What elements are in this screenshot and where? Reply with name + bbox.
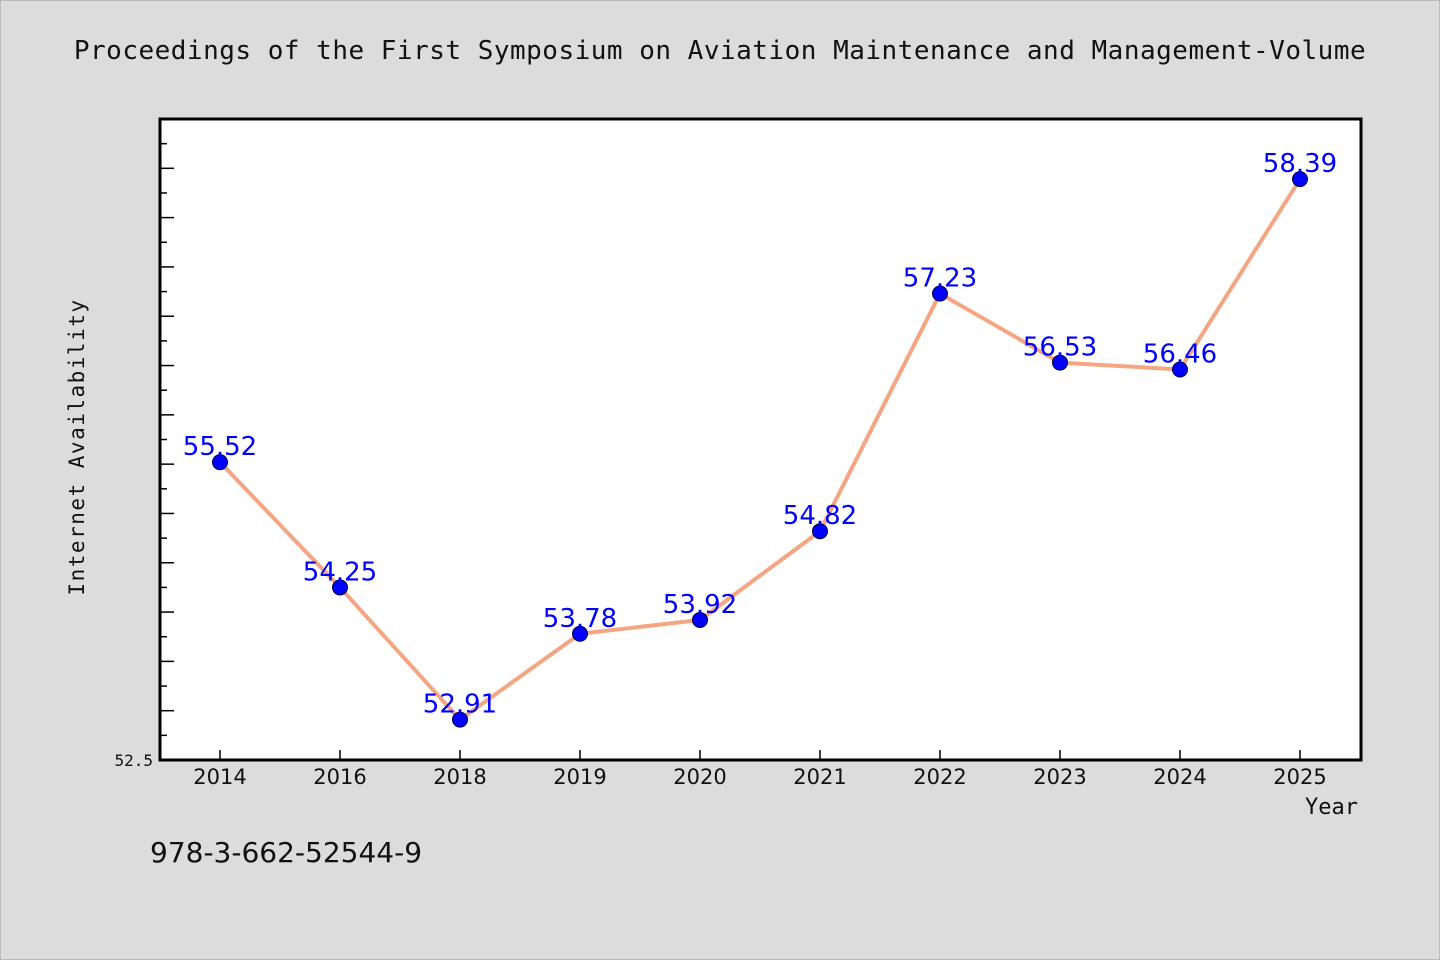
x-tick-label: 2020 [673, 765, 726, 789]
x-axis-label: Year [1305, 795, 1358, 820]
x-tick-label: 2016 [313, 765, 366, 789]
x-axis-ticks: 2014 2016 2018 2019 2020 2021 2022 2023 2024 2025 [193, 750, 1327, 789]
data-label: 52.91 [423, 690, 497, 720]
y-tick-label: 52.5 [114, 751, 153, 770]
x-tick-label: 2022 [913, 765, 966, 789]
x-tick-label: 2021 [793, 765, 846, 789]
data-label: 57.23 [903, 264, 977, 294]
chart-title: Proceedings of the First Symposium on Av… [73, 36, 1367, 66]
data-point [1172, 361, 1188, 378]
y-axis-ticks: 52.5 [114, 118, 174, 770]
data-label: 56.53 [1023, 333, 1097, 363]
data-point [812, 523, 828, 540]
plot-area [158, 117, 1363, 762]
x-tick-label: 2018 [433, 765, 486, 789]
series-layer [212, 171, 1308, 728]
data-label: 54.25 [303, 557, 377, 587]
data-labels: 55.52 54.25 52.91 53.78 53.92 54.82 57.23 56.53… [183, 149, 1337, 719]
x-tick-label: 2019 [553, 765, 606, 789]
series-line [218, 178, 1302, 722]
data-point [332, 579, 348, 596]
x-tick-label: 2014 [193, 765, 246, 789]
data-label: 58.39 [1263, 149, 1337, 179]
data-point [452, 711, 468, 728]
data-label: 55.52 [183, 432, 257, 462]
data-label: 54.82 [783, 501, 857, 531]
x-tick-label: 2024 [1153, 765, 1206, 789]
data-label: 56.46 [1143, 339, 1217, 369]
isbn-text: 978-3-662-52544-9 [150, 836, 423, 869]
data-point [212, 454, 228, 471]
data-point [572, 625, 588, 642]
x-tick-label: 2023 [1033, 765, 1086, 789]
data-point [1292, 171, 1308, 188]
x-tick-label: 2025 [1273, 765, 1326, 789]
data-point [932, 285, 948, 302]
data-point [692, 611, 708, 628]
data-point [1052, 354, 1068, 371]
data-label: 53.92 [663, 590, 737, 620]
data-label: 53.78 [543, 604, 617, 634]
